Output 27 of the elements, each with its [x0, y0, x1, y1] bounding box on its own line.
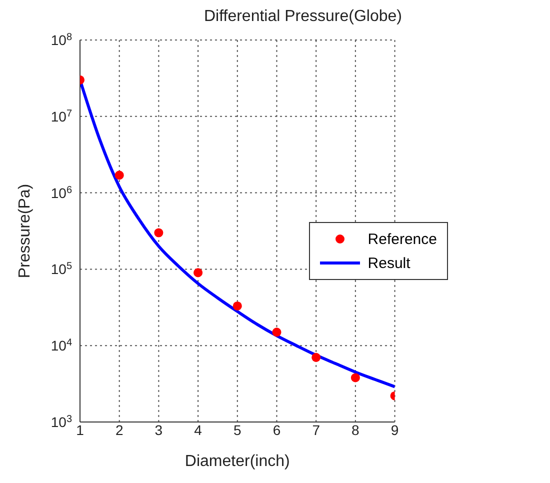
- chart-title: Differential Pressure(Globe): [202, 8, 403, 26]
- legend-label: Reference: [368, 230, 437, 248]
- x-tick-label: 7: [312, 422, 320, 438]
- x-tick-label: 8: [352, 422, 360, 438]
- point: [154, 228, 164, 238]
- x-tick-label: 5: [233, 422, 242, 438]
- x-tick-label: 2: [115, 422, 124, 438]
- y-axis-title: Pressure(Pa): [16, 184, 34, 278]
- y-tick-label: 10$^{4}$: [50, 337, 72, 354]
- point: [312, 352, 321, 362]
- point: [114, 170, 124, 180]
- y-tick-label: 10$^{8}$: [50, 32, 72, 48]
- point: [350, 373, 360, 382]
- legend-label: Result: [368, 254, 410, 272]
- x-tick-label: 4: [194, 422, 202, 438]
- x-tick-label: 9: [390, 422, 399, 438]
- x-tick-label: 3: [154, 422, 163, 438]
- point: [232, 301, 242, 310]
- y-tick-label: 10$^{7}$: [50, 108, 72, 124]
- y-tick-label: 10$^{6}$: [50, 184, 72, 201]
- x-axis-title: Diameter(inch): [184, 453, 290, 470]
- y-tick-label: 10$^{3}$: [50, 414, 72, 430]
- point: [194, 268, 203, 278]
- x-tick-label: 1: [76, 422, 84, 438]
- y-tick-label: 10$^{5}$: [50, 260, 72, 278]
- x-tick-label: 6: [272, 422, 281, 438]
- point: [272, 328, 282, 337]
